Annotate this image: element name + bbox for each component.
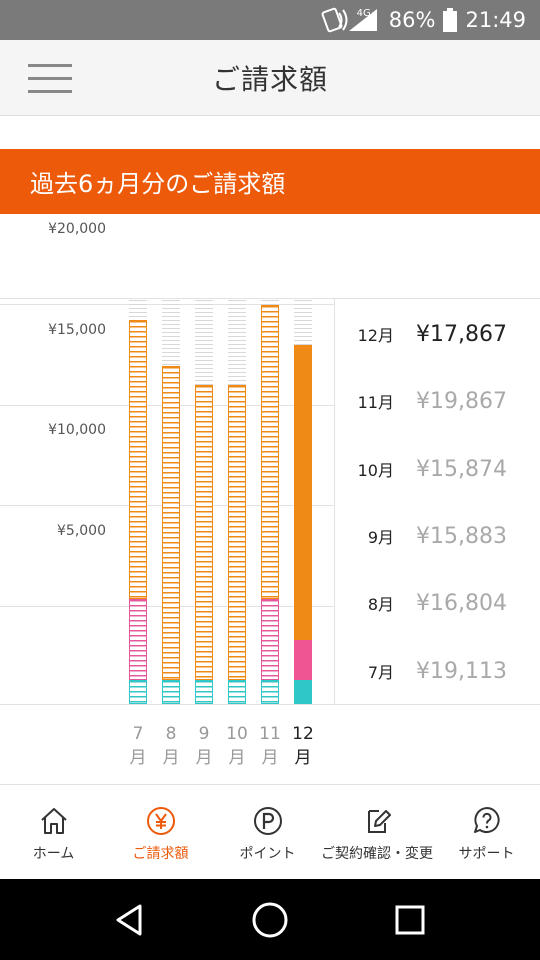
bar-track[interactable] (129, 300, 147, 704)
y-tick-label: ¥15,000 (48, 322, 106, 338)
status-bar: 4G 86% 21:49 (0, 0, 540, 40)
legend-month: 11月 (357, 393, 394, 412)
bar-segment (195, 679, 213, 704)
x-tick-month-number: 9 (198, 724, 210, 744)
bar-segment (129, 679, 147, 704)
x-tick-month-number: 7 (132, 724, 144, 744)
bar-segment (294, 344, 312, 640)
legend-month: 10月 (357, 461, 394, 480)
contract-edit-icon (368, 810, 391, 833)
tab-support[interactable]: サポート (433, 785, 540, 879)
legend-row[interactable]: 9月 ¥15,883 (340, 516, 530, 556)
page-title: ご請求額 (211, 62, 328, 96)
point-icon (253, 807, 282, 835)
x-tick-label[interactable]: 10 月 (222, 722, 252, 770)
legend-amount: ¥17,867 (416, 321, 507, 347)
nfc-icon (321, 7, 348, 33)
section-banner: 過去6ヵ月分のご請求額 (0, 149, 540, 214)
bar-track[interactable] (261, 300, 279, 704)
legend-row[interactable]: 11月 ¥19,867 (340, 381, 530, 421)
battery-icon (443, 8, 458, 32)
legend-month: 9月 (367, 528, 394, 547)
legend-month: 12月 (357, 326, 394, 345)
legend-row[interactable]: 10月 ¥15,874 (340, 449, 530, 489)
bar-track[interactable] (294, 300, 312, 704)
chart-rule (0, 704, 540, 705)
legend-month: 7月 (367, 663, 394, 682)
system-nav-bar (0, 879, 540, 960)
chart-bottom-rule (0, 784, 540, 785)
hamburger-menu-icon[interactable] (28, 64, 72, 94)
x-tick-label[interactable]: 12 月 (288, 722, 318, 770)
bar-segment (294, 679, 312, 704)
clock: 21:49 (465, 8, 526, 32)
tab-points[interactable]: ポイント (214, 785, 321, 879)
tab-contract[interactable]: ご契約確認・変更 (321, 785, 433, 879)
legend-row[interactable]: 7月 ¥19,113 (340, 651, 530, 691)
x-tick-month-unit: 月 (261, 748, 279, 768)
x-tick-label[interactable]: 11 月 (255, 722, 285, 770)
tab-label: ポイント (239, 846, 296, 862)
legend-month: 8月 (367, 595, 394, 614)
bar-track[interactable] (162, 300, 180, 704)
x-tick-month-unit: 月 (162, 748, 180, 768)
billing-chart: ¥20,000 ¥15,000 ¥10,000 ¥5,000 7 月 8 月 9 月 10 月 11 月 1… (0, 221, 540, 784)
y-tick-label: ¥10,000 (48, 422, 106, 438)
network-type: 4G (356, 7, 371, 19)
app-header: ご請求額 (0, 40, 540, 116)
back-icon[interactable] (110, 900, 150, 940)
chart-divider (334, 298, 335, 704)
x-tick-month-number: 8 (165, 724, 177, 744)
tab-label: ご請求額 (132, 846, 189, 862)
tab-label: ホーム (32, 846, 75, 862)
x-tick-month-unit: 月 (129, 748, 147, 768)
battery-percent: 86% (388, 8, 436, 32)
y-tick-label: ¥5,000 (57, 523, 106, 539)
bar-segment (261, 599, 279, 680)
home-icon (40, 808, 67, 834)
legend-amount: ¥15,883 (416, 523, 507, 549)
x-tick-month-unit: 月 (195, 748, 213, 768)
tab-home[interactable]: ホーム (0, 785, 107, 879)
bar-track[interactable] (195, 300, 213, 704)
yen-icon (146, 807, 175, 835)
x-tick-month-unit: 月 (294, 748, 312, 768)
home-circle-icon[interactable] (250, 900, 290, 940)
bottom-tab-bar: ホーム ご請求額 ポイント ご契約確認・変更 (0, 785, 540, 879)
tab-label: サポート (458, 846, 515, 862)
bar-segment (129, 599, 147, 680)
x-tick-month-unit: 月 (228, 748, 246, 768)
legend-amount: ¥19,867 (416, 388, 507, 414)
bar-segment (294, 639, 312, 680)
signal-icon (348, 9, 377, 31)
recents-icon[interactable] (390, 900, 430, 940)
legend-row[interactable]: 12月 ¥17,867 (340, 314, 530, 354)
legend-row[interactable]: 8月 ¥16,804 (340, 583, 530, 623)
bar-segment (228, 679, 246, 704)
bar-segment (162, 679, 180, 704)
legend-amount: ¥19,113 (416, 658, 507, 684)
bar-segment (162, 366, 180, 680)
legend-amount: ¥15,874 (416, 456, 507, 482)
x-tick-month-number: 10 (226, 724, 248, 744)
bar-segment (261, 679, 279, 704)
bar-segment (228, 384, 246, 680)
support-icon (473, 807, 500, 833)
tab-billing[interactable]: ご請求額 (107, 785, 214, 879)
x-tick-month-number: 12 (292, 724, 314, 744)
bar-segment (261, 304, 279, 600)
bar-segment (129, 319, 147, 600)
y-tick-label: ¥20,000 (48, 221, 106, 237)
legend-amount: ¥16,804 (416, 590, 507, 616)
bar-track[interactable] (228, 300, 246, 704)
banner-text: 過去6ヵ月分のご請求額 (30, 170, 286, 198)
tab-label: ご契約確認・変更 (321, 846, 433, 862)
chart-rule (0, 298, 540, 299)
bar-segment (195, 384, 213, 680)
x-tick-month-number: 11 (259, 724, 281, 744)
